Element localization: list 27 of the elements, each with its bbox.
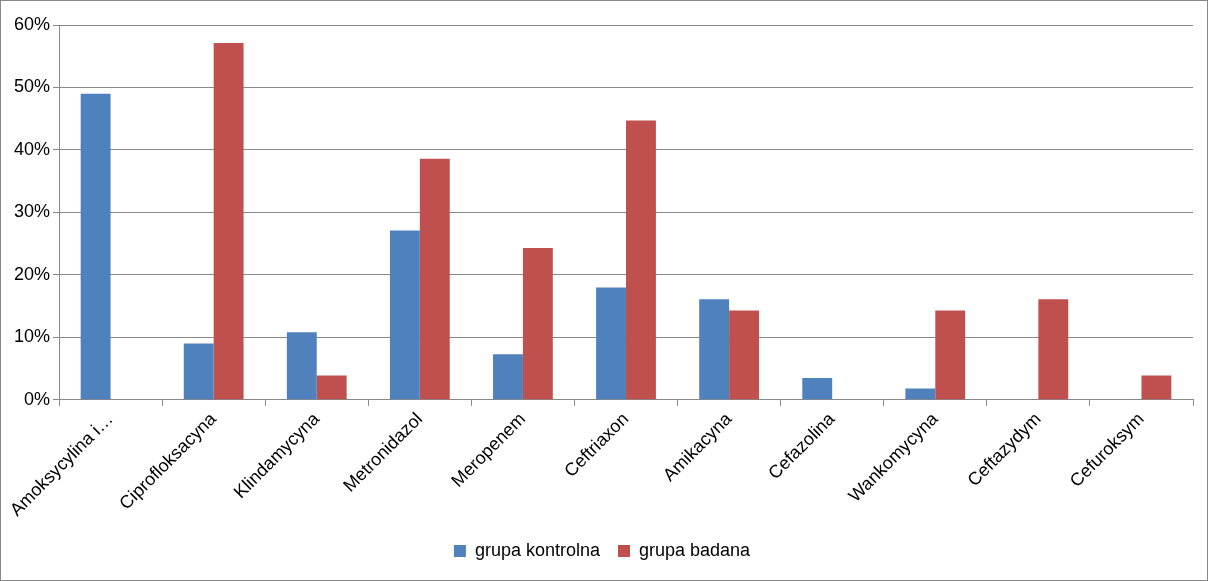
y-tick-label: 0% [24, 388, 51, 409]
bar [80, 93, 111, 400]
bar [802, 377, 833, 400]
y-tick-label: 40% [14, 138, 51, 159]
legend-label: grupa kontrolna [474, 539, 601, 560]
bar [183, 343, 214, 400]
bar [626, 120, 656, 400]
bar [522, 248, 553, 400]
bar [935, 310, 966, 400]
y-tick-label: 10% [14, 326, 51, 347]
legend-label: grupa badana [638, 539, 752, 560]
y-tick-label: 30% [14, 201, 51, 222]
bar [1038, 299, 1069, 400]
bar [286, 332, 317, 400]
bar [905, 388, 936, 400]
bar [729, 310, 759, 400]
y-tick-label: 60% [14, 13, 51, 34]
bar [213, 43, 244, 400]
bar [316, 375, 347, 400]
bar [389, 230, 420, 400]
y-tick-label: 50% [14, 76, 51, 97]
bar [699, 299, 730, 400]
bar [419, 158, 450, 400]
bar [596, 287, 627, 400]
bar [1141, 375, 1172, 400]
y-tick-label: 20% [14, 263, 51, 284]
bar [493, 354, 523, 400]
